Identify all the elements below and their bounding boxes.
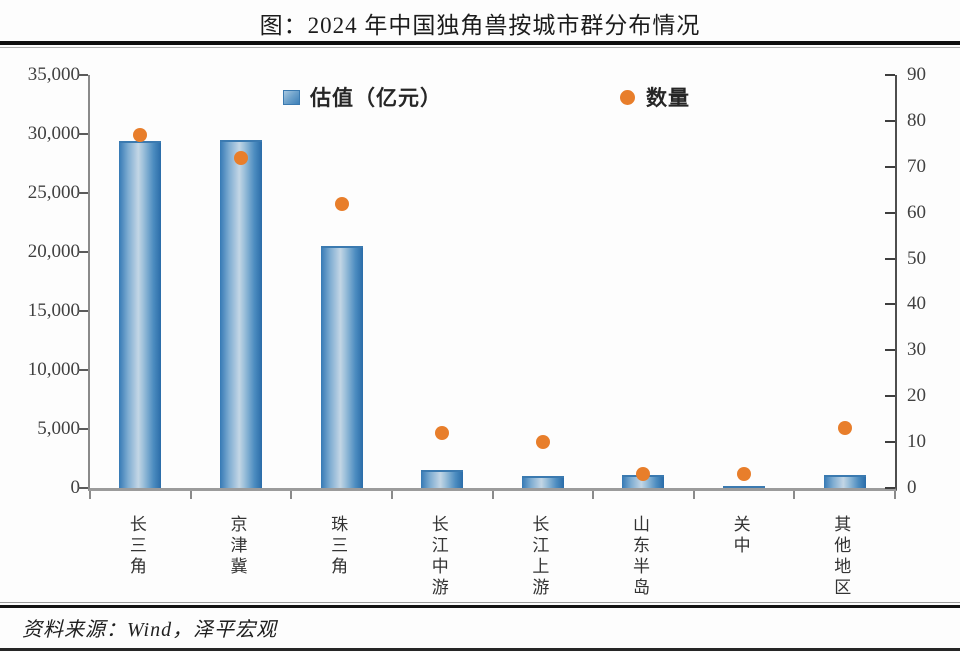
left-axis-tick	[78, 74, 88, 76]
right-axis-tick-label: 20	[907, 385, 926, 407]
top-divider	[0, 41, 960, 45]
valuation-bar	[219, 139, 262, 488]
valuation-bar	[320, 246, 363, 488]
right-axis-tick-label: 30	[907, 339, 926, 361]
x-axis-tick	[692, 491, 695, 499]
x-category-label: 长江上游	[532, 515, 550, 597]
left-axis-tick	[78, 487, 88, 489]
chart-legend: 估值（亿元） 数量	[0, 82, 960, 112]
valuation-bar	[521, 476, 564, 488]
count-dot	[133, 127, 148, 142]
x-axis-tick	[390, 491, 393, 499]
bottom-divider	[0, 648, 960, 651]
source-divider-thin	[0, 602, 960, 603]
valuation-bar	[723, 486, 766, 488]
x-category-label: 长三角	[129, 515, 147, 576]
top-divider-shadow	[0, 47, 960, 48]
source-note: 资料来源：Wind，泽平宏观	[22, 619, 278, 641]
count-dot	[435, 425, 450, 440]
count-legend-label: 数量	[646, 86, 690, 110]
count-dot	[837, 421, 852, 436]
valuation-bar	[823, 475, 866, 488]
count-dot	[334, 196, 349, 211]
left-axis-tick	[78, 251, 88, 253]
valuation-legend-label: 估值（亿元）	[310, 86, 442, 110]
x-category-label: 长江中游	[431, 515, 449, 597]
right-axis-tick-label: 70	[907, 155, 926, 177]
right-axis-tick	[885, 211, 895, 214]
right-axis-tick	[885, 487, 895, 489]
left-axis-tick-label: 25,000	[27, 182, 80, 203]
left-axis-tick-label: 5,000	[37, 418, 80, 439]
left-axis-tick	[78, 428, 88, 430]
left-axis-tick-label: 0	[70, 477, 81, 498]
left-axis-tick-label: 35,000	[27, 64, 80, 85]
right-axis-tick	[885, 165, 895, 168]
source-divider	[0, 605, 960, 608]
x-axis-tick	[894, 491, 896, 499]
right-axis-tick	[885, 395, 895, 398]
right-axis-tick	[885, 74, 895, 76]
left-axis-tick	[78, 310, 88, 312]
x-category-label: 山东半岛	[632, 515, 650, 597]
valuation-bar	[421, 470, 464, 488]
right-axis-tick-label: 60	[907, 201, 926, 223]
x-axis-tick	[290, 491, 293, 499]
plot-area	[78, 74, 897, 499]
valuation-bar	[119, 141, 162, 488]
left-axis-tick-label: 20,000	[27, 241, 80, 262]
x-category-label: 京津冀	[230, 515, 248, 576]
x-axis-tick	[89, 491, 91, 499]
x-category-label: 其他地区	[834, 515, 852, 597]
left-axis-tick-label: 30,000	[27, 123, 80, 144]
left-axis-tick-label: 10,000	[27, 359, 80, 380]
right-axis-tick-label: 0	[907, 477, 917, 498]
right-axis-tick-label: 50	[907, 247, 926, 269]
dot-swatch-icon	[620, 89, 635, 105]
legend-item-count: 数量	[620, 82, 690, 112]
left-axis-labels: 0 5,000 10,000 15,000 20,000 25,000 30,000 35,0…	[0, 64, 80, 498]
right-axis-tick-label: 10	[907, 431, 926, 453]
bar-swatch-icon	[283, 89, 300, 105]
right-axis-tick-label: 80	[907, 109, 926, 131]
right-axis-tick	[885, 303, 895, 306]
right-axis-tick	[885, 349, 895, 352]
count-dot	[737, 467, 752, 482]
x-axis-labels: 长三角 京津冀 珠三角 长江中游 长江上游 山东半岛 关中 其他地区	[88, 502, 893, 600]
right-axis-tick	[885, 441, 895, 444]
x-axis-tick	[793, 491, 796, 499]
left-axis-tick	[78, 192, 88, 194]
left-axis-tick	[78, 133, 88, 135]
left-axis-tick-label: 15,000	[27, 300, 80, 321]
count-dot	[535, 435, 550, 450]
right-axis-tick-label: 90	[907, 64, 926, 85]
chart-area: 估值（亿元） 数量 0 5,000 10,000 15,000 20,000 25,000…	[0, 52, 960, 600]
right-axis-tick	[885, 119, 895, 122]
legend-item-valuation: 估值（亿元）	[283, 82, 442, 112]
x-category-label: 珠三角	[331, 515, 349, 576]
x-category-label: 关中	[733, 515, 751, 555]
left-axis-tick	[78, 369, 88, 371]
x-axis-tick	[491, 491, 494, 499]
count-dot	[636, 467, 651, 482]
count-dot	[233, 150, 248, 165]
right-axis-tick	[885, 257, 895, 260]
x-axis-tick	[592, 491, 595, 499]
x-axis-tick	[189, 491, 192, 499]
chart-title: 图：2024 年中国独角兽按城市群分布情况	[259, 13, 701, 38]
right-axis-tick-label: 40	[907, 293, 926, 315]
right-axis-labels: 0 10 20 30 40 50 60 70 80 90	[903, 64, 960, 498]
